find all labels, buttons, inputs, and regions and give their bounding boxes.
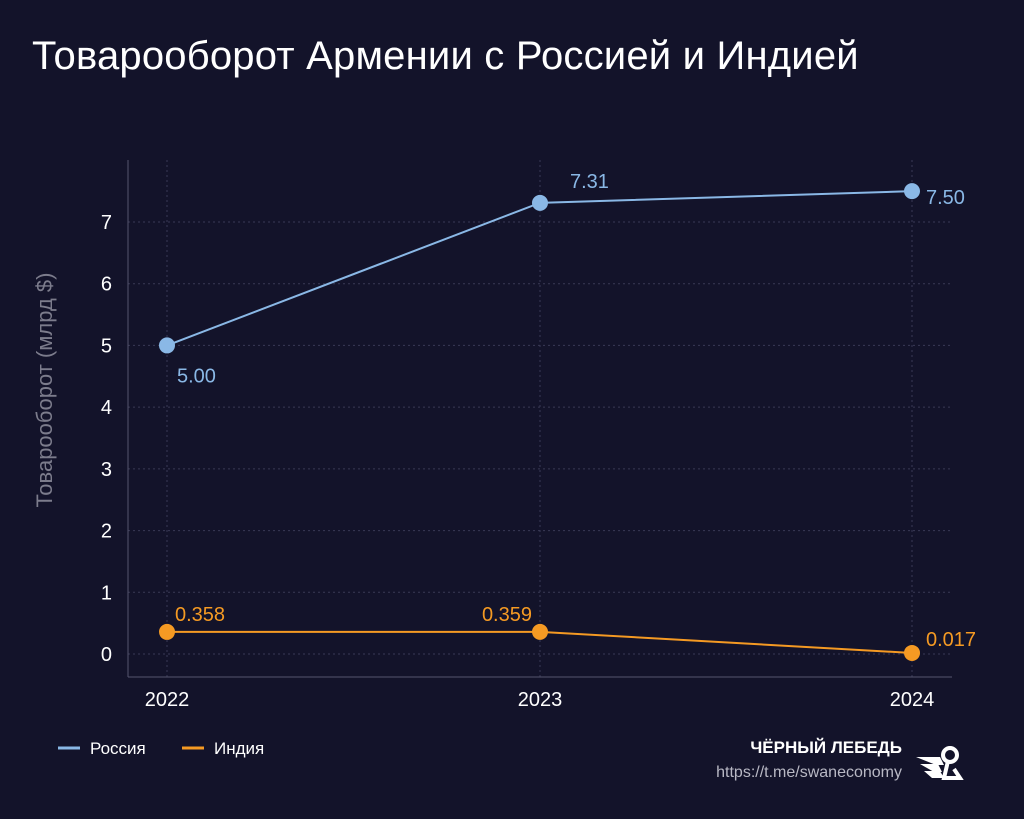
y-tick-label: 0 — [101, 644, 112, 666]
swan-logo-icon — [916, 746, 964, 780]
y-tick-label: 7 — [101, 212, 112, 234]
series-line-Россия — [166, 190, 913, 347]
data-point — [159, 623, 175, 640]
chart-title: Товарооборот Армении с Россией и Индией — [32, 34, 859, 78]
x-tick-label: 2024 — [890, 689, 935, 711]
y-tick-label: 6 — [101, 274, 112, 296]
data-point — [532, 194, 548, 211]
legend-label: Индия — [214, 739, 264, 758]
data-point — [904, 644, 920, 661]
y-tick-label: 3 — [101, 459, 112, 481]
channel-link[interactable]: https://t.me/swaneconomy — [716, 764, 902, 781]
brand-name: ЧЁРНЫЙ ЛЕБЕДЬ — [750, 738, 902, 757]
y-tick-label: 4 — [101, 397, 112, 419]
data-point — [159, 337, 175, 354]
data-label: 7.50 — [926, 187, 965, 209]
data-label: 0.358 — [175, 604, 225, 626]
y-tick-label: 5 — [101, 335, 112, 357]
data-label: 0.017 — [926, 629, 976, 651]
legend-label: Россия — [90, 739, 146, 758]
data-label: 5.00 — [177, 365, 216, 387]
data-point — [532, 623, 548, 640]
y-axis-label: Товарооборот (млрд $) — [32, 273, 57, 508]
data-label: 7.31 — [570, 171, 609, 193]
data-label: 0.359 — [482, 604, 532, 626]
data-point — [904, 183, 920, 200]
y-tick-label: 1 — [101, 582, 112, 604]
y-tick-label: 2 — [101, 521, 112, 543]
x-tick-label: 2022 — [145, 689, 190, 711]
x-tick-label: 2023 — [518, 689, 563, 711]
